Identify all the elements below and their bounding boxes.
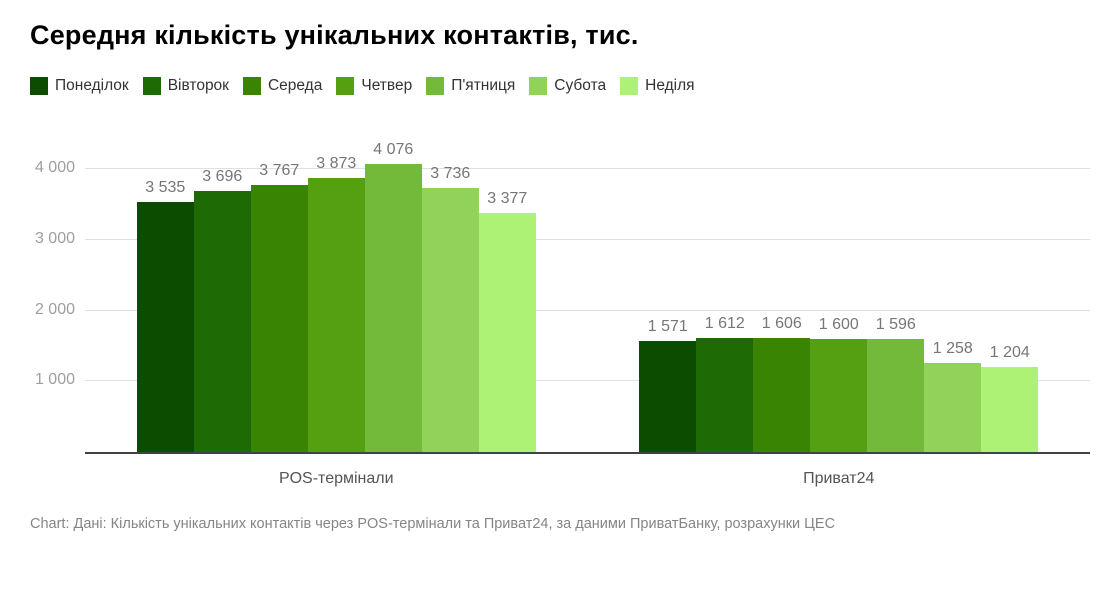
legend-swatch-icon [336,77,355,95]
bar-value-label: 3 736 [430,164,471,182]
bar-value-label: 1 596 [875,316,916,334]
legend-item: Понеділок [30,77,129,95]
legend-item: Вівторок [142,77,229,95]
bar: 4 076 [364,141,422,452]
legend-swatch-icon [620,77,639,95]
legend-label: Вівторок [167,77,229,94]
bar-value-label: 3 767 [259,162,300,180]
legend-item: Субота [529,77,606,95]
legend: Понеділок Вівторок Середа Четвер П'ятниця Суб… [30,77,1090,95]
bar-value-label: 1 571 [647,317,688,335]
legend-label: Неділя [645,77,695,94]
chart-title: Середня кількість унікальних контактів, … [30,20,639,50]
legend-label: Понеділок [55,77,129,94]
x-axis-labels: POS-термінали Приват24 [85,470,1090,488]
gridline: 3 000 [35,230,1090,247]
gridline: 1 000 [35,371,1090,388]
bar-value-label: 3 377 [487,190,528,208]
legend-item: Неділя [620,77,695,95]
bar: 3 696 [193,168,251,452]
bar-groups: 3 535 3 696 3 767 3 873 4 076 3 736 3 377 1 571… [85,129,1090,452]
legend-item: П'ятниця [426,77,515,95]
bar-group: 1 571 1 612 1 606 1 600 1 596 1 258 1 204 [588,129,1091,452]
bar-value-label: 4 076 [373,140,414,158]
legend-label: Четвер [361,77,413,94]
x-axis-category-label: Приват24 [803,470,875,487]
bar-value-label: 1 612 [704,314,745,332]
legend-item: Четвер [336,77,412,95]
bar-value-label: 3 535 [145,178,186,196]
bar: 1 606 [753,315,811,452]
bar: 1 600 [810,316,868,452]
legend-item: Середа [242,77,323,95]
gridline: 4 000 [35,159,1090,176]
legend-label: П'ятниця [451,77,516,94]
bar: 3 377 [478,190,536,452]
legend-swatch-icon [426,77,445,95]
bar-group: 3 535 3 696 3 767 3 873 4 076 3 736 3 377 [85,129,588,452]
bar-value-label: 1 204 [989,343,1030,361]
bar: 1 596 [867,316,925,452]
bar-value-label: 1 606 [761,315,802,333]
y-tick-label: 3 000 [34,229,75,247]
y-tick-label: 2 000 [34,300,75,318]
bar-value-label: 3 696 [202,167,243,185]
plot-area: 1 000 2 000 3 000 4 000 3 535 3 696 3 767 3 873… [35,129,1090,454]
chart-card: Середня кількість унікальних контактів, … [30,20,1090,532]
bar: 1 612 [696,315,754,452]
gridline: 2 000 [35,301,1090,318]
y-tick-label: 4 000 [34,158,75,176]
bar: 1 571 [639,318,697,452]
bar-value-label: 1 258 [932,340,973,357]
bar: 3 873 [307,155,365,452]
legend-swatch-icon [142,77,161,95]
bar: 1 204 [981,344,1039,452]
source-note: Chart: Дані: Кількість унікальних контак… [30,516,836,532]
bar: 3 535 [136,179,194,452]
legend-swatch-icon [529,77,548,95]
bar: 1 258 [924,340,982,452]
bar-value-label: 1 600 [818,315,859,333]
legend-swatch-icon [242,77,261,95]
bar: 3 736 [421,165,479,452]
chart: 1 000 2 000 3 000 4 000 3 535 3 696 3 767 3 873… [30,129,1090,488]
bar-value-label: 3 873 [316,154,357,172]
x-axis-category-label: POS-термінали [278,470,394,487]
y-tick-label: 1 000 [34,371,75,389]
legend-swatch-icon [30,77,48,95]
legend-label: Субота [554,77,607,94]
bar: 3 767 [250,162,308,452]
legend-label: Середа [267,77,323,94]
